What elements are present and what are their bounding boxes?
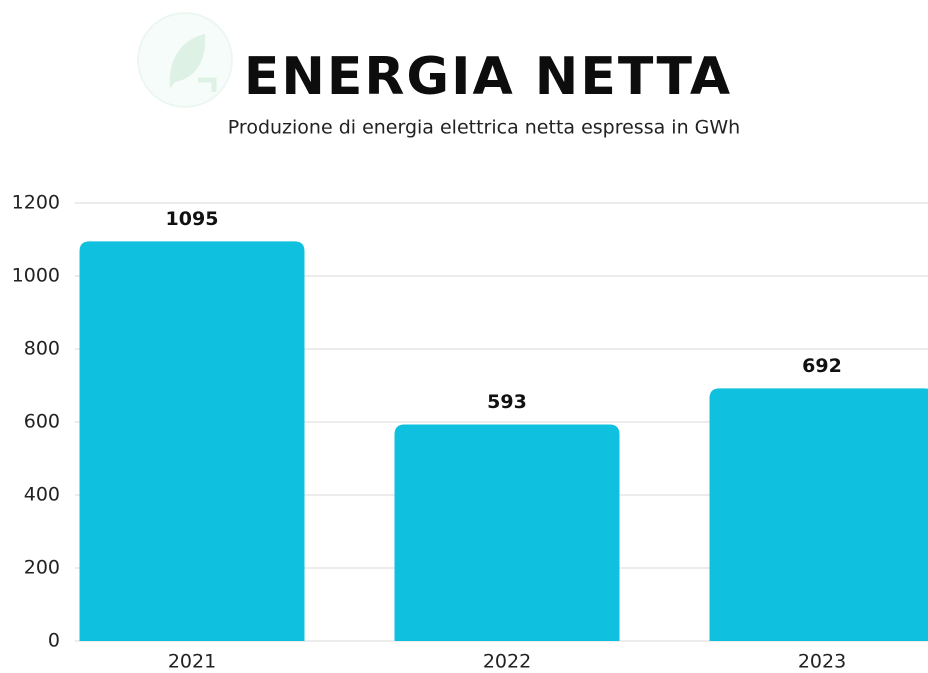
y-tick-label: 1200 xyxy=(12,192,60,214)
data-label: 1095 xyxy=(166,208,219,230)
x-tick-label: 2022 xyxy=(483,651,531,673)
x-tick-label: 2023 xyxy=(798,651,846,673)
y-tick-label: 200 xyxy=(24,557,60,579)
data-label: 692 xyxy=(802,355,842,377)
bar xyxy=(394,424,620,641)
x-tick-label: 2021 xyxy=(168,651,216,673)
bar xyxy=(79,241,305,641)
bar xyxy=(709,388,928,641)
chart-title: ENERGIA NETTA xyxy=(244,47,732,107)
logo xyxy=(137,12,233,108)
chart-subtitle: Produzione di energia elettrica netta es… xyxy=(228,117,740,139)
y-tick-label: 800 xyxy=(24,338,60,360)
data-label: 593 xyxy=(487,391,527,413)
y-tick-label: 1000 xyxy=(12,265,60,287)
y-tick-label: 0 xyxy=(48,630,60,652)
y-tick-label: 400 xyxy=(24,484,60,506)
y-tick-label: 600 xyxy=(24,411,60,433)
